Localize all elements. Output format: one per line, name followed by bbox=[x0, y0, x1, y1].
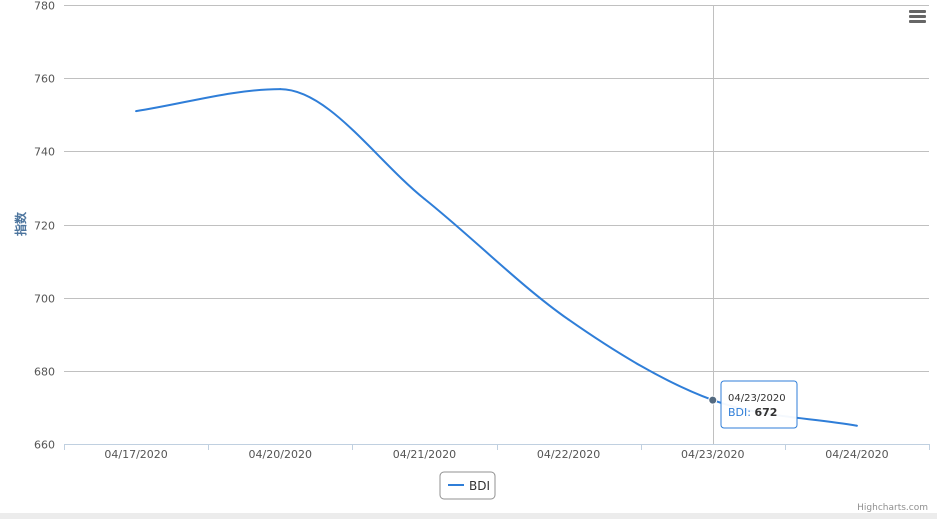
x-tick-label-3: 04/22/2020 bbox=[537, 448, 600, 461]
tooltip-box bbox=[720, 380, 798, 429]
y-tick-label-660: 660 bbox=[34, 439, 55, 452]
tooltip-value-line: BDI: 672 bbox=[728, 406, 777, 419]
credits-link[interactable]: Highcharts.com bbox=[857, 503, 928, 513]
tooltip-date: 04/23/2020 bbox=[728, 393, 786, 404]
y-tick-label-740: 740 bbox=[34, 146, 55, 159]
legend-box bbox=[439, 471, 496, 500]
y-tick-label-780: 780 bbox=[34, 0, 55, 13]
tooltip-value: 672 bbox=[754, 406, 777, 419]
tooltip-separator: : bbox=[747, 406, 754, 419]
data-point-2[interactable] bbox=[423, 197, 426, 200]
x-tick-label-1: 04/20/2020 bbox=[249, 448, 312, 461]
y-axis-title: 指数 bbox=[13, 211, 28, 236]
series-line-bdi[interactable] bbox=[135, 88, 858, 427]
series-bdi[interactable] bbox=[135, 88, 858, 427]
x-axis: 04/17/2020 04/20/2020 04/21/2020 04/22/2020… bbox=[64, 444, 930, 461]
data-point-0[interactable] bbox=[135, 110, 138, 113]
bottom-strip bbox=[0, 513, 937, 519]
y-gridlines bbox=[64, 5, 929, 372]
x-tick-label-2: 04/21/2020 bbox=[393, 448, 456, 461]
data-point-3[interactable] bbox=[567, 318, 570, 321]
x-tick-label-5: 04/24/2020 bbox=[825, 448, 888, 461]
data-point-4[interactable] bbox=[708, 395, 718, 405]
tooltip-series-name: BDI bbox=[728, 406, 747, 419]
legend[interactable]: BDI bbox=[439, 471, 496, 500]
y-tick-label-760: 760 bbox=[34, 73, 55, 86]
tooltip: 04/23/2020 BDI: 672 bbox=[720, 380, 798, 429]
x-tick-label-0: 04/17/2020 bbox=[104, 448, 167, 461]
data-point-5[interactable] bbox=[855, 424, 858, 427]
y-tick-label-680: 680 bbox=[34, 366, 55, 379]
y-tick-label-700: 700 bbox=[34, 293, 55, 306]
y-tick-labels: 660 680 700 720 740 760 780 bbox=[34, 0, 55, 452]
data-point-1[interactable] bbox=[279, 88, 282, 91]
y-tick-label-720: 720 bbox=[34, 220, 55, 233]
hamburger-menu-icon[interactable] bbox=[904, 6, 930, 28]
x-tick-label-4: 04/23/2020 bbox=[681, 448, 744, 461]
legend-item-bdi[interactable]: BDI bbox=[469, 479, 490, 493]
